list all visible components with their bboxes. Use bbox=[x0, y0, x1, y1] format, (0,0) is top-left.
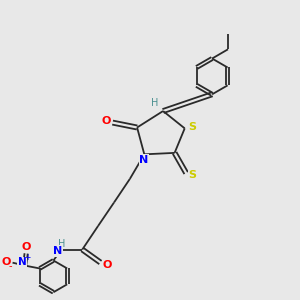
Text: O: O bbox=[21, 242, 31, 252]
Text: N: N bbox=[18, 257, 27, 267]
Text: -: - bbox=[8, 261, 12, 271]
Text: O: O bbox=[101, 116, 111, 126]
Text: H: H bbox=[151, 98, 159, 108]
Text: N: N bbox=[139, 154, 148, 164]
Text: S: S bbox=[188, 122, 196, 132]
Text: N: N bbox=[53, 246, 62, 256]
Text: +: + bbox=[24, 253, 31, 262]
Text: S: S bbox=[188, 169, 196, 179]
Text: O: O bbox=[102, 260, 112, 270]
Text: H: H bbox=[58, 239, 65, 249]
Text: O: O bbox=[2, 257, 11, 267]
